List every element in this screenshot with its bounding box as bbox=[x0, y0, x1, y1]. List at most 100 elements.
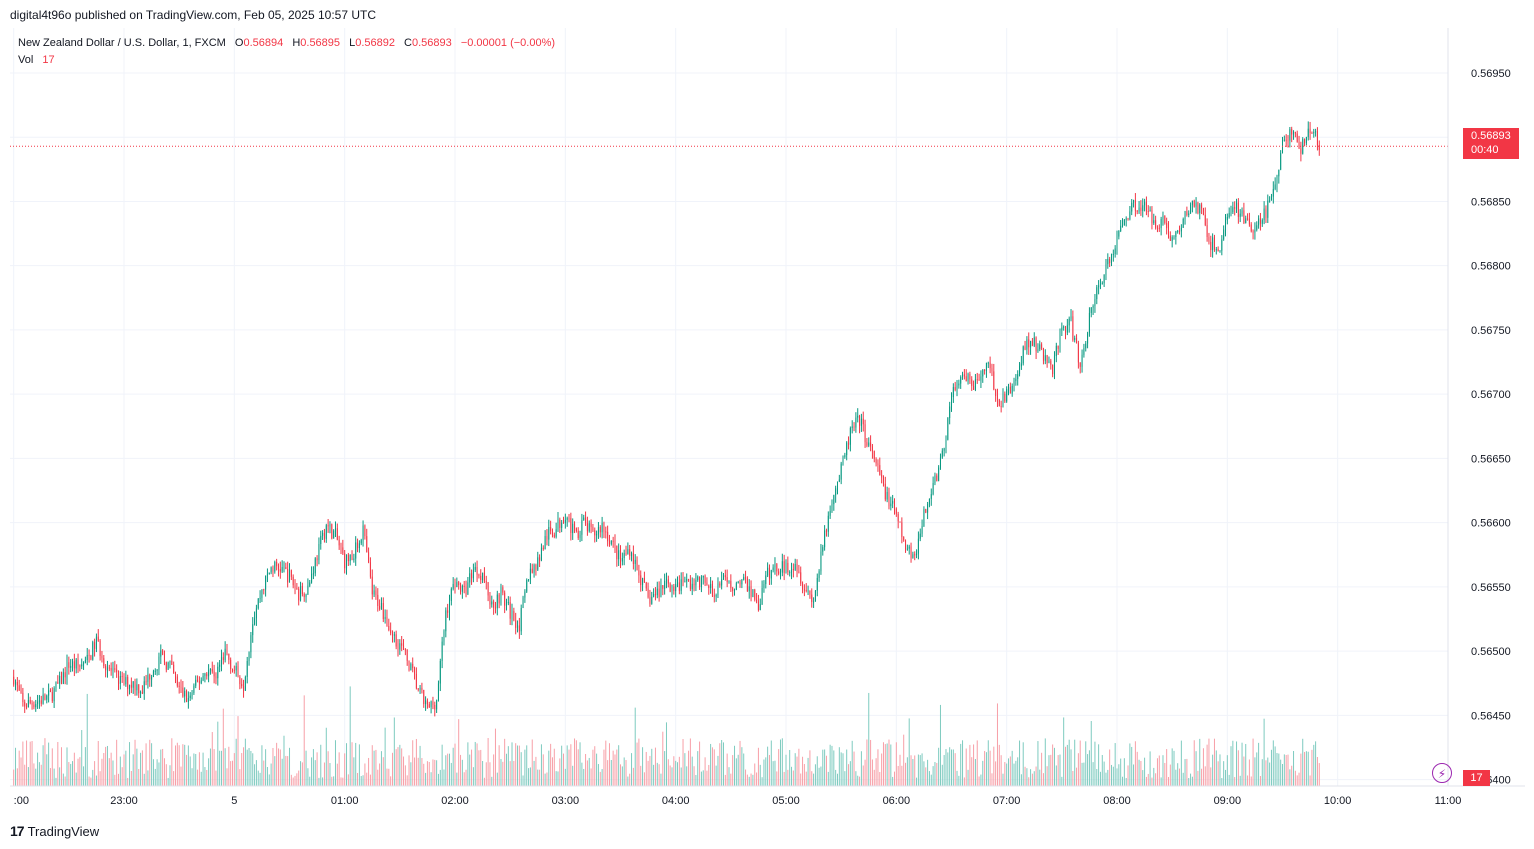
candle-body bbox=[654, 594, 656, 596]
candle-body bbox=[960, 377, 962, 384]
volume-bar bbox=[908, 718, 910, 786]
volume-bar bbox=[1259, 776, 1261, 786]
candle-body bbox=[995, 389, 997, 396]
volume-bar bbox=[250, 750, 252, 786]
volume-bar bbox=[803, 764, 805, 786]
volume-bar bbox=[1195, 751, 1197, 786]
volume-bar bbox=[1020, 774, 1022, 786]
candle-body bbox=[474, 566, 476, 570]
volume-bar bbox=[1305, 751, 1307, 786]
volume-bar bbox=[1033, 771, 1035, 786]
volume-bar bbox=[68, 762, 70, 786]
candle-body bbox=[629, 549, 631, 556]
volume-bar bbox=[853, 751, 855, 786]
candle-body bbox=[717, 583, 719, 596]
candle-body bbox=[145, 681, 147, 683]
candle-body bbox=[125, 677, 127, 685]
candle-body bbox=[781, 561, 783, 573]
footer-brand[interactable]: TradingView bbox=[27, 823, 100, 839]
candle-body bbox=[1259, 218, 1261, 224]
candle-body bbox=[996, 395, 998, 400]
volume-bar bbox=[437, 773, 439, 786]
candle-body bbox=[791, 568, 793, 573]
candle-body bbox=[750, 586, 752, 597]
volume-bar bbox=[46, 754, 48, 786]
candle-body bbox=[1011, 385, 1013, 394]
candle-body bbox=[643, 577, 645, 583]
volume-bar bbox=[209, 748, 211, 786]
volume-label[interactable]: Vol bbox=[18, 54, 34, 66]
high-label: H bbox=[292, 37, 301, 49]
volume-bar bbox=[969, 744, 971, 786]
candle-body bbox=[770, 570, 772, 579]
candle-body bbox=[1285, 139, 1287, 141]
volume-bar bbox=[539, 769, 541, 786]
candle-body bbox=[767, 567, 769, 576]
volume-bar bbox=[704, 757, 706, 786]
candle-body bbox=[529, 568, 531, 580]
candle-body bbox=[1289, 129, 1291, 141]
candle-body bbox=[842, 457, 844, 464]
volume-bar bbox=[493, 754, 495, 786]
volume-bar bbox=[654, 747, 656, 786]
volume-bar bbox=[632, 767, 634, 786]
volume-bar bbox=[1184, 759, 1186, 786]
candle-body bbox=[765, 575, 767, 585]
candle-body bbox=[877, 463, 879, 466]
volume-bar bbox=[645, 751, 647, 786]
candle-body bbox=[814, 590, 816, 602]
volume-bar bbox=[189, 756, 191, 786]
volume-bar bbox=[862, 765, 864, 786]
volume-bar bbox=[13, 769, 15, 786]
candle-body bbox=[1107, 259, 1109, 265]
volume-bar bbox=[901, 765, 903, 786]
volume-bar bbox=[706, 770, 708, 786]
tradingview-logo-icon[interactable]: 17 bbox=[10, 823, 25, 839]
volume-bar bbox=[276, 742, 278, 786]
volume-bar bbox=[860, 751, 862, 786]
candle-body bbox=[928, 498, 930, 505]
candle-body bbox=[64, 672, 66, 678]
candle-body bbox=[805, 590, 807, 592]
price-tick-label: 0.56750 bbox=[1471, 325, 1511, 337]
volume-bar bbox=[255, 760, 257, 786]
volume-bar bbox=[289, 747, 291, 786]
candle-body bbox=[1099, 284, 1101, 286]
candle-body bbox=[1202, 207, 1204, 215]
candle-body bbox=[677, 582, 679, 585]
volume-bar bbox=[787, 769, 789, 786]
volume-bar bbox=[601, 769, 603, 786]
candle-body bbox=[794, 564, 796, 570]
candle-body bbox=[355, 542, 357, 559]
candle-body bbox=[1076, 337, 1078, 344]
candle-body bbox=[357, 542, 359, 549]
candle-body bbox=[774, 564, 776, 568]
volume-bar bbox=[1101, 755, 1103, 786]
candle-body bbox=[950, 397, 953, 407]
candle-body bbox=[732, 588, 734, 591]
volume-bar bbox=[551, 757, 553, 786]
lightning-icon[interactable]: ⚡ bbox=[1432, 763, 1452, 783]
volume-bar bbox=[921, 753, 923, 786]
candle-body bbox=[366, 536, 368, 553]
candle-body bbox=[1193, 200, 1195, 207]
volume-bar bbox=[752, 774, 754, 786]
volume-bar bbox=[548, 750, 550, 786]
candle-body bbox=[566, 517, 568, 520]
volume-bar bbox=[206, 770, 208, 786]
volume-bar bbox=[254, 764, 256, 786]
volume-bar bbox=[711, 747, 713, 786]
candle-body bbox=[371, 576, 373, 595]
volume-bar bbox=[283, 735, 285, 786]
volume-bar bbox=[347, 774, 349, 786]
volume-bar bbox=[90, 777, 92, 786]
volume-bar bbox=[544, 773, 546, 786]
price-chart[interactable]: 0.564000.564500.565000.565500.566000.566… bbox=[10, 28, 1525, 814]
candle-body bbox=[621, 558, 623, 562]
symbol-title[interactable]: New Zealand Dollar / U.S. Dollar, 1, FXC… bbox=[18, 37, 226, 49]
volume-bar bbox=[130, 770, 132, 786]
volume-bar bbox=[721, 740, 723, 786]
volume-bar bbox=[776, 771, 778, 786]
candle-body bbox=[454, 583, 456, 588]
candle-body bbox=[1256, 225, 1258, 230]
